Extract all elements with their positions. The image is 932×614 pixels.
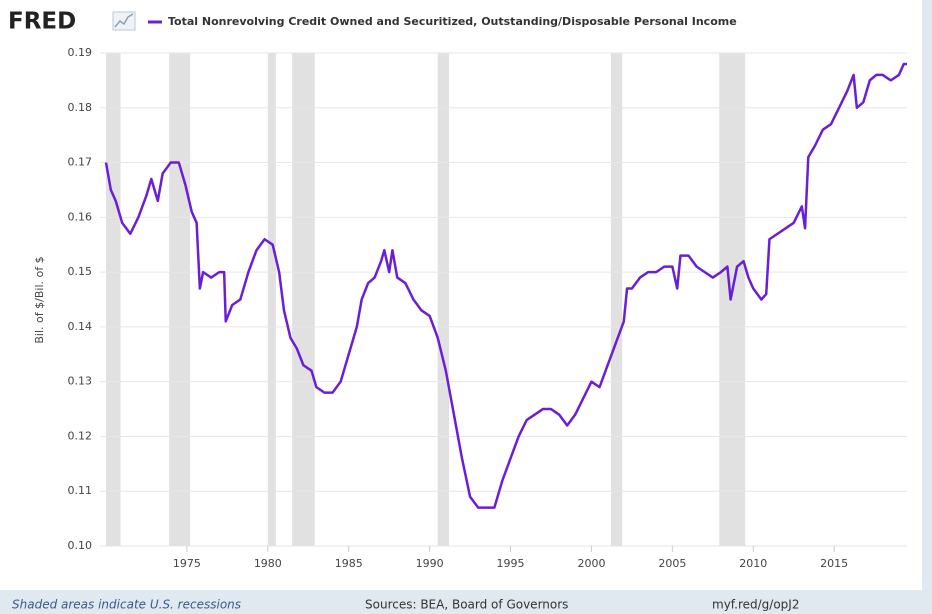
recession-band [437, 53, 450, 546]
x-tick-label: 1995 [497, 557, 525, 570]
y-tick-label: 0.18 [68, 101, 93, 114]
y-tick-label: 0.15 [68, 265, 93, 278]
x-tick-label: 2000 [577, 557, 605, 570]
logo-icon [112, 11, 136, 31]
data-line [104, 62, 907, 509]
legend-label: Total Nonrevolving Credit Owned and Secu… [168, 15, 737, 28]
y-tick-label: 0.10 [68, 539, 93, 552]
footer-link: myf.red/g/opJ2 [712, 598, 799, 612]
recession-band [169, 53, 191, 546]
recession-band [106, 53, 121, 546]
footer-source: Sources: BEA, Board of Governors [365, 598, 568, 612]
y-tick-label: 0.19 [68, 46, 93, 59]
x-tick-label: 1975 [173, 557, 201, 570]
y-tick-label: 0.12 [68, 429, 93, 442]
footer-note: Shaded areas indicate U.S. recessions [12, 598, 241, 612]
x-tick-label: 1985 [335, 557, 363, 570]
x-tick-label: 2005 [658, 557, 686, 570]
y-axis-label: Bil. of $/Bil. of $ [33, 256, 46, 343]
x-tick-label: 1980 [254, 557, 282, 570]
y-tick-label: 0.16 [68, 210, 93, 223]
recession-band [719, 53, 746, 546]
x-tick-label: 2010 [739, 557, 767, 570]
x-tick-label: 1990 [416, 557, 444, 570]
y-tick-label: 0.13 [68, 375, 93, 388]
y-tick-label: 0.14 [68, 320, 93, 333]
logo: FRED [8, 9, 76, 35]
chart-background [0, 0, 922, 590]
y-tick-label: 0.11 [68, 484, 93, 497]
y-tick-label: 0.17 [68, 156, 93, 169]
x-tick-label: 2015 [820, 557, 848, 570]
recession-band [610, 53, 623, 546]
recession-band [267, 53, 276, 546]
recession-band [292, 53, 315, 546]
